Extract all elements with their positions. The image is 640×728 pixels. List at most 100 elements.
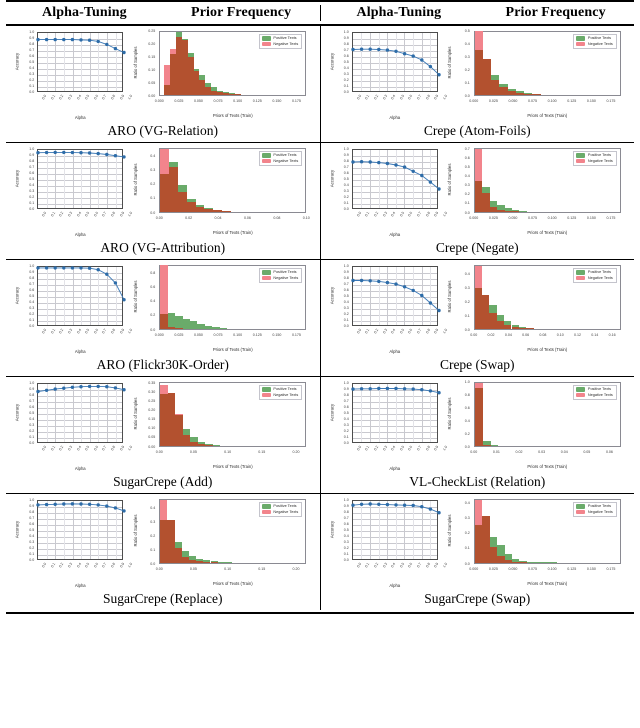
histogram-bars [474,31,620,95]
gridline-horizontal [352,44,437,46]
histogram-bars [474,148,620,212]
x-axis-tick-label: 0.7 [416,444,423,451]
x-axis-tick-label: 0.050 [193,332,203,337]
x-axis-tick-label: 0.08 [539,332,547,337]
panel-caption: VL-CheckList (Relation) [409,473,546,489]
y-axis-tick-label: 0.0 [343,557,349,562]
column-header-row: Alpha-Tuning Prior Frequency Alpha-Tunin… [6,2,634,24]
histogram-bar [197,442,206,446]
y-axis-tick-label: 0.2 [29,77,35,82]
accuracy-series [36,384,126,442]
y-axis-tick-label: 0.8 [343,392,349,397]
x-axis-tick-label: 0.8 [424,327,431,334]
x-axis-label: Priors of Texts (Train) [212,463,253,469]
x-axis-tick-label: 0.1 [49,93,57,100]
gridline-vertical [115,149,117,208]
histogram-bar-overlap [175,37,182,95]
gridline-horizontal [38,419,123,421]
gridline-horizontal [352,419,437,421]
y-axis-tick-label: 0.2 [464,431,470,436]
x-axis-tick-label: 0.08 [273,215,281,220]
x-axis-tick-label: 0.150 [586,566,596,571]
x-axis-tick-label: 0.000 [469,98,479,103]
histogram-bar-overlap [160,174,170,212]
x-axis-label: Alpha [389,114,401,120]
x-axis-tick-label: 0.02 [487,332,495,337]
gridline-horizontal [38,173,123,175]
x-axis-tick-label: 0.6 [92,93,100,100]
histogram-bar-overlap [499,87,508,95]
gridline-horizontal [38,161,123,163]
histogram-bar [532,93,541,95]
gridline-vertical [395,149,397,208]
y-axis-tick-label: 1.0 [343,380,349,385]
x-axis-tick-label: 0.05 [189,566,197,571]
histogram-bar-overlap [474,50,483,95]
gridline-vertical [98,500,100,559]
y-axis-tick-label: 0.10 [148,67,156,72]
y-axis-tick-label: 0.4 [150,506,156,511]
gridline-horizontal [352,284,437,286]
x-axis-tick-label: 0.150 [272,98,282,103]
y-axis-tick-label: 0.6 [343,404,349,409]
histogram-bar-overlap [482,59,492,95]
prior-frequency-histogram: Positive Texts Negative Texts 0.0 0.1 0.2 0.3… [444,26,629,122]
y-axis-tick-label: 0.5 [29,527,35,532]
y-axis-tick-label: 0.9 [343,35,349,40]
y-axis-tick-label: 0.2 [29,311,35,316]
y-axis-tick-label: 0.10 [148,426,156,431]
gridline-vertical-major [89,149,91,208]
histogram-bar [474,148,483,212]
legend-label: Positive Texts [273,270,297,275]
gridline-vertical-major [107,500,109,559]
x-axis-label: Priors of Texts (Train) [212,580,253,586]
gridline-vertical-major [107,149,109,208]
gridline-horizontal [38,548,123,550]
histogram-bar [504,320,512,329]
histogram-bar [511,324,519,329]
y-axis-tick-label: 0.1 [464,201,470,206]
y-axis-label: Accuracy [14,52,20,70]
gridline-horizontal [38,197,123,199]
y-axis-tick-label: 0.4 [29,533,35,538]
y-axis-tick-label: 0.0 [29,206,35,211]
gridline-horizontal [352,530,437,532]
gridline-horizontal [352,56,437,58]
x-axis-tick-label: 0.4 [75,93,82,100]
y-axis-tick-label: 1.0 [464,379,470,384]
y-axis-tick-label: 0.8 [29,158,35,163]
gridline-horizontal [38,314,123,316]
y-axis-tick-label: 0.8 [343,41,349,46]
x-axis-tick-label: 0.0 [41,327,48,334]
histogram-bar-overlap [489,312,497,329]
legend-item-positive-texts: Positive Texts [576,504,612,509]
y-axis-tick-label: 0.6 [343,53,349,58]
gridline-vertical-major [72,266,74,325]
plot-area: Positive Texts Negative Texts [159,147,307,213]
prior-frequency-histogram: Positive Texts Negative Texts 0.0 0.1 0.2 0.3… [129,494,314,590]
x-axis-tick-label: 0.3 [381,561,388,568]
x-axis-tick-label: 0.3 [67,327,74,334]
gridline-horizontal [38,431,123,433]
x-axis-tick-label: 0.9 [118,561,125,568]
alpha-tuning-line-chart: 0.0 0.1 0.2 0.3 0.4 0.5 0.6 0.7 0.8 0.9 1.0 0.0 0.1 0… [326,494,448,590]
x-axis-tick-label: 0.0 [41,93,48,100]
y-axis-tick-label: 0.9 [29,35,35,40]
legend-swatch-neg [261,41,271,46]
alpha-tuning-line-chart: 0.0 0.1 0.2 0.3 0.4 0.5 0.6 0.7 0.8 0.9 1.0 0.0 0.1 0… [326,260,448,356]
y-axis-tick-label: 0.6 [29,521,35,526]
gridline-vertical-major [404,266,406,325]
y-axis-tick-label: 0.4 [29,416,35,421]
x-axis-tick-label: 0.075 [213,332,223,337]
gridline-horizontal [38,272,123,274]
y-axis-label: Ratio of Samples [132,397,138,430]
histogram-bar-overlap [205,86,212,95]
y-axis-tick-label: 0.4 [343,299,349,304]
x-axis-tick-label: 0.1 [49,444,57,451]
y-axis-tick-label: 0.5 [464,165,470,170]
y-axis-tick-label: 0.2 [464,531,470,536]
y-axis-tick-label: 0.8 [343,275,349,280]
legend-label: Negative Texts [273,392,299,397]
y-axis-tick-label: 0.3 [343,539,349,544]
gridline-horizontal [352,203,437,205]
